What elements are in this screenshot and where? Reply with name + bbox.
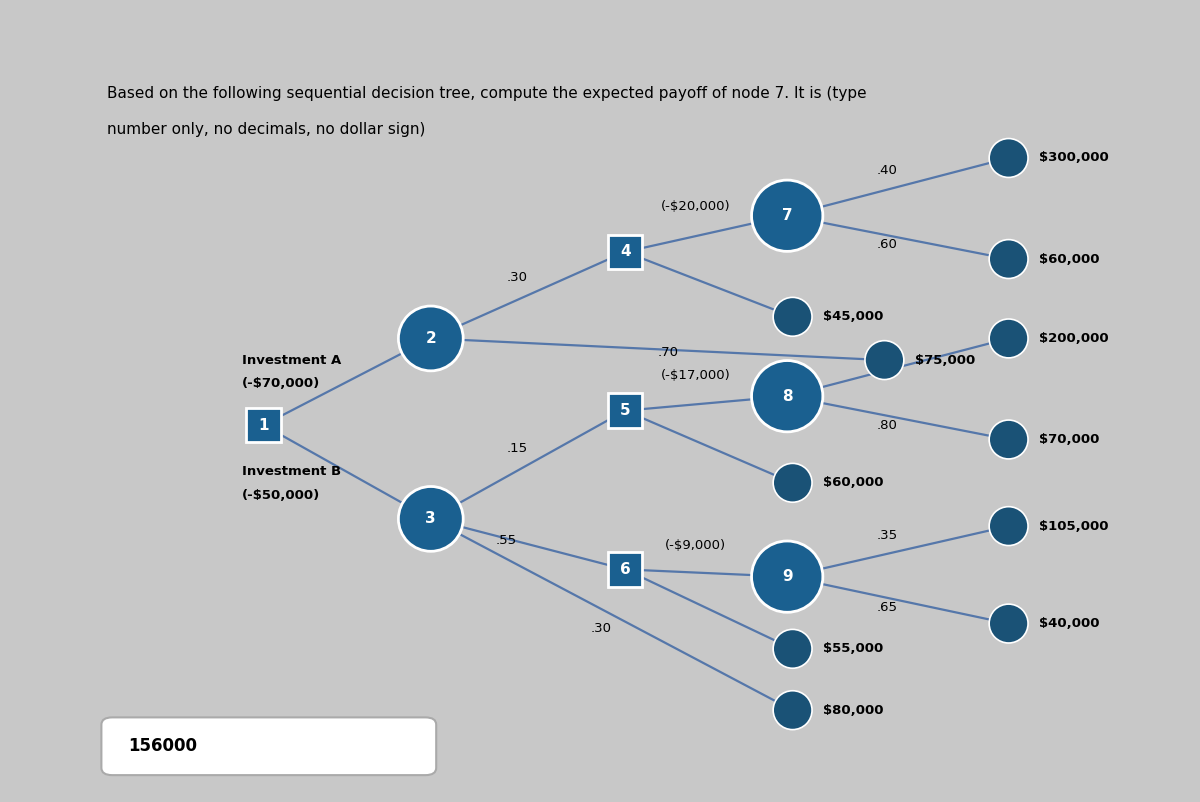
- Text: .55: .55: [496, 534, 517, 547]
- Text: Investment B: Investment B: [242, 465, 341, 479]
- Text: $70,000: $70,000: [1039, 433, 1099, 446]
- FancyBboxPatch shape: [608, 234, 642, 269]
- Ellipse shape: [773, 464, 812, 502]
- Ellipse shape: [398, 487, 463, 551]
- Ellipse shape: [989, 139, 1028, 177]
- Text: (-$70,000): (-$70,000): [242, 377, 320, 390]
- Ellipse shape: [751, 541, 823, 612]
- Text: $60,000: $60,000: [823, 476, 883, 489]
- Ellipse shape: [989, 319, 1028, 358]
- Text: .35: .35: [876, 529, 898, 542]
- Text: 6: 6: [620, 562, 630, 577]
- Text: .65: .65: [876, 601, 898, 614]
- Text: 5: 5: [620, 403, 630, 418]
- Text: .70: .70: [658, 346, 679, 359]
- Text: number only, no decimals, no dollar sign): number only, no decimals, no dollar sign…: [107, 122, 425, 137]
- Text: 8: 8: [782, 389, 792, 403]
- Ellipse shape: [989, 604, 1028, 643]
- Text: .80: .80: [877, 419, 898, 431]
- Text: 2: 2: [426, 331, 436, 346]
- Text: $300,000: $300,000: [1039, 152, 1109, 164]
- Text: .30: .30: [590, 622, 612, 635]
- Ellipse shape: [989, 420, 1028, 459]
- FancyBboxPatch shape: [101, 717, 437, 775]
- Ellipse shape: [751, 361, 823, 431]
- Text: .15: .15: [506, 443, 528, 456]
- Text: 1: 1: [258, 418, 269, 432]
- Text: 4: 4: [620, 245, 630, 259]
- Text: .60: .60: [877, 238, 898, 251]
- Text: $80,000: $80,000: [823, 703, 883, 717]
- Text: .20: .20: [876, 345, 898, 358]
- Ellipse shape: [751, 180, 823, 251]
- FancyBboxPatch shape: [246, 407, 281, 443]
- Ellipse shape: [773, 630, 812, 668]
- Text: (-$17,000): (-$17,000): [660, 370, 731, 383]
- Text: (-$20,000): (-$20,000): [660, 200, 731, 213]
- Text: .40: .40: [877, 164, 898, 177]
- Text: $40,000: $40,000: [1039, 617, 1099, 630]
- Ellipse shape: [989, 507, 1028, 545]
- Text: 156000: 156000: [128, 737, 197, 755]
- Text: 9: 9: [782, 569, 792, 584]
- Text: $105,000: $105,000: [1039, 520, 1109, 533]
- Text: (-$9,000): (-$9,000): [665, 539, 726, 552]
- FancyBboxPatch shape: [608, 552, 642, 587]
- Text: (-$50,000): (-$50,000): [242, 488, 320, 501]
- Ellipse shape: [773, 691, 812, 730]
- Text: .30: .30: [506, 270, 528, 284]
- Text: $75,000: $75,000: [914, 354, 974, 367]
- Ellipse shape: [398, 306, 463, 371]
- FancyBboxPatch shape: [608, 393, 642, 428]
- Text: $45,000: $45,000: [823, 310, 883, 323]
- Ellipse shape: [865, 341, 904, 379]
- Text: 7: 7: [782, 209, 792, 223]
- Text: Investment A: Investment A: [242, 354, 341, 367]
- Text: 3: 3: [426, 512, 436, 526]
- Ellipse shape: [773, 298, 812, 336]
- Text: $200,000: $200,000: [1039, 332, 1109, 345]
- Ellipse shape: [989, 240, 1028, 278]
- Text: $55,000: $55,000: [823, 642, 883, 655]
- Text: $60,000: $60,000: [1039, 253, 1099, 265]
- Text: Based on the following sequential decision tree, compute the expected payoff of : Based on the following sequential decisi…: [107, 86, 866, 101]
